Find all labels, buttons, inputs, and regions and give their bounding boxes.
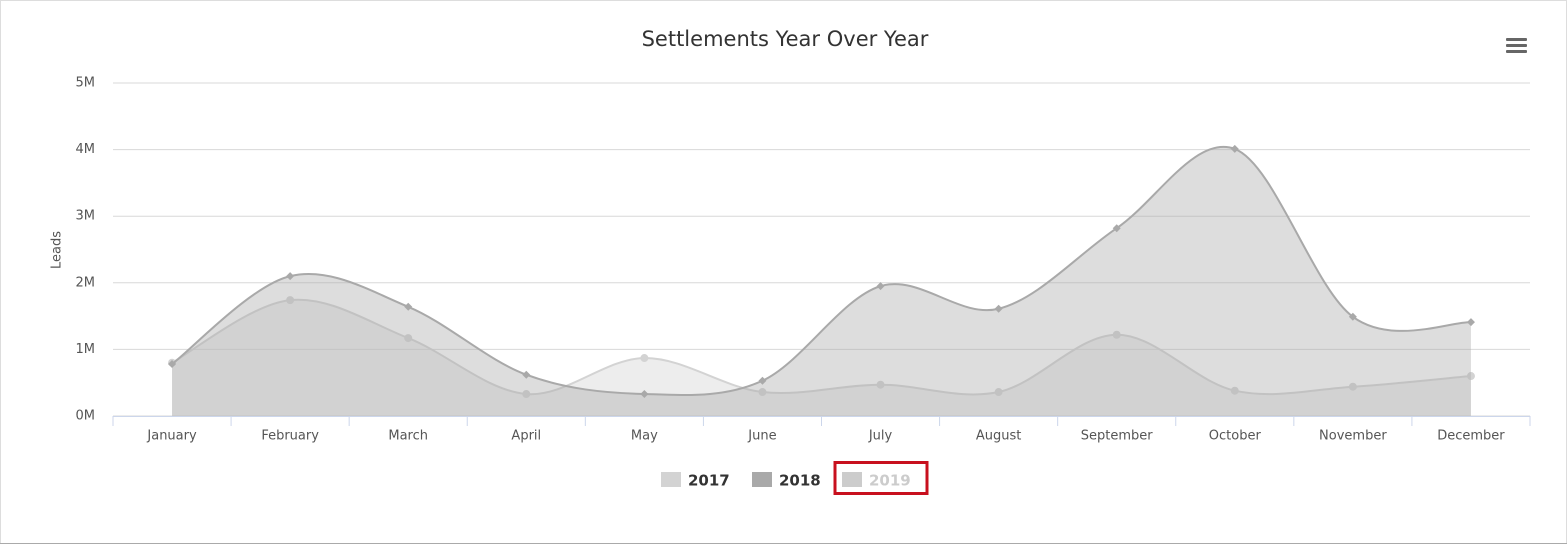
- point-marker: [994, 388, 1003, 397]
- point-marker: [758, 388, 767, 397]
- point-marker: [1348, 382, 1357, 391]
- y-tick-label: 1M: [76, 342, 96, 357]
- legend-swatch[interactable]: [842, 472, 862, 487]
- point-marker: [876, 380, 885, 389]
- point-marker: [522, 390, 531, 399]
- point-marker: [404, 302, 413, 311]
- x-tick-label: September: [1081, 429, 1154, 444]
- menu-bar[interactable]: [1506, 50, 1527, 53]
- menu-button[interactable]: [1506, 38, 1527, 53]
- series-line: [171, 145, 1472, 397]
- x-tick-label: June: [747, 429, 776, 444]
- y-tick-label: 4M: [76, 142, 96, 157]
- x-tick-label: December: [1437, 429, 1505, 444]
- point-marker: [1348, 312, 1357, 321]
- point-marker: [640, 390, 649, 399]
- point-marker: [1112, 330, 1121, 339]
- x-tick-label: November: [1319, 429, 1387, 444]
- point-marker: [1112, 224, 1121, 233]
- x-tick-label: February: [261, 429, 319, 444]
- x-tick-label: October: [1209, 429, 1262, 444]
- point-marker: [522, 370, 531, 379]
- y-tick-label: 3M: [76, 209, 96, 224]
- y-tick-label: 0M: [76, 409, 96, 424]
- point-marker: [168, 360, 177, 369]
- x-tick-label: April: [511, 429, 541, 444]
- legend-swatch[interactable]: [752, 472, 772, 487]
- chart-title: Settlements Year Over Year: [642, 27, 929, 51]
- point-marker: [994, 304, 1003, 313]
- point-marker: [1230, 144, 1239, 153]
- point-marker: [758, 376, 767, 385]
- y-axis-title: Leads: [50, 231, 65, 269]
- menu-bar[interactable]: [1506, 44, 1527, 47]
- y-tick-label: 2M: [76, 275, 96, 290]
- legend-label[interactable]: 2017: [688, 472, 730, 490]
- legend-label[interactable]: 2019: [869, 472, 911, 490]
- point-marker: [1466, 318, 1475, 327]
- point-marker: [286, 272, 295, 281]
- point-marker: [286, 296, 295, 305]
- legend-swatch[interactable]: [661, 472, 681, 487]
- menu-bar[interactable]: [1506, 38, 1527, 41]
- series-area: [172, 146, 1471, 416]
- x-tick-label: August: [976, 429, 1022, 444]
- legend-label[interactable]: 2018: [779, 472, 821, 490]
- point-marker: [404, 334, 413, 343]
- x-tick-label: May: [631, 429, 658, 444]
- point-marker: [1230, 386, 1239, 395]
- point-marker: [1466, 372, 1475, 381]
- x-tick-label: January: [146, 429, 197, 444]
- y-tick-label: 5M: [76, 76, 96, 91]
- point-marker: [876, 282, 885, 291]
- highlight-box: [833, 461, 929, 495]
- x-tick-label: March: [388, 429, 428, 444]
- x-tick-label: July: [868, 429, 893, 444]
- point-marker: [640, 354, 649, 363]
